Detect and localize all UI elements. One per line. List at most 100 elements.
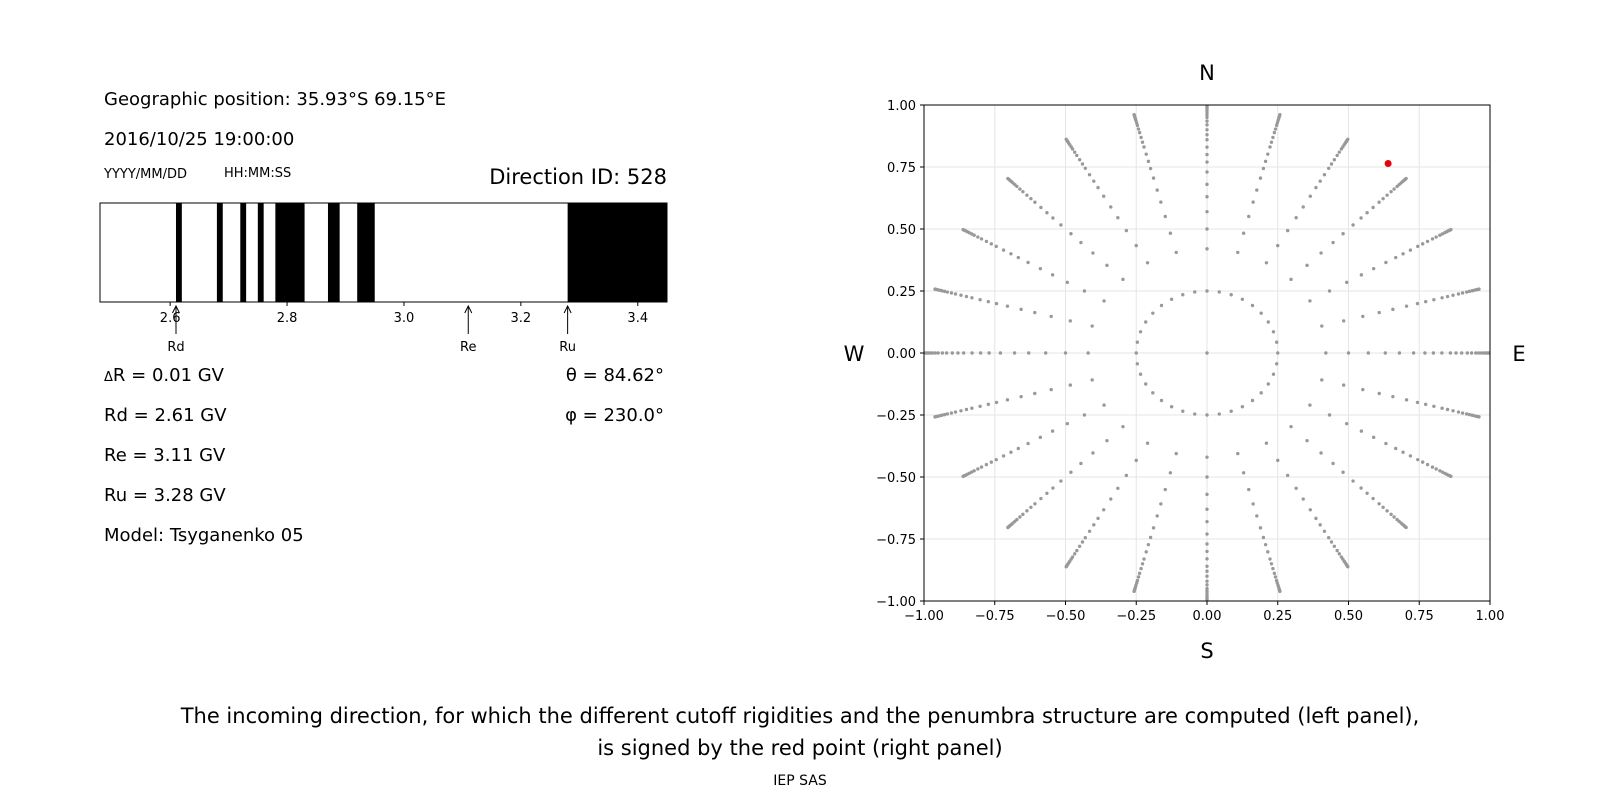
scatter-point	[1063, 351, 1068, 355]
scatter-point	[1039, 205, 1043, 210]
scatter-point	[1394, 446, 1398, 451]
scatter-point	[1289, 424, 1293, 429]
scatter-point	[1319, 251, 1323, 255]
scatter-point	[1255, 188, 1259, 192]
scatter-point	[1272, 130, 1277, 135]
scatter-point	[1005, 398, 1010, 402]
scatter-point	[1134, 458, 1138, 463]
scatter-point	[1344, 421, 1349, 426]
scatter-point	[1174, 250, 1178, 255]
scatter-point	[1278, 112, 1282, 117]
scatter-point	[1091, 451, 1095, 455]
delta-symbol: Δ	[104, 370, 113, 385]
scatter-point	[1308, 299, 1312, 303]
penumbra-chart: 2.6 2.8 3.0 3.2 3.4 Rd Re Ru	[99, 202, 668, 355]
scatter-point	[1454, 351, 1458, 355]
x-tick-label: −0.75	[975, 609, 1015, 624]
scatter-point	[1460, 351, 1464, 355]
x-tick-label: 0.75	[1405, 609, 1434, 624]
scatter-point	[1432, 298, 1436, 302]
scatter-point	[1205, 569, 1209, 573]
west-label: W	[844, 342, 865, 366]
scatter-point	[1440, 351, 1444, 355]
scatter-point	[978, 351, 983, 355]
scatter-point	[1217, 412, 1221, 416]
scatter-point	[1038, 435, 1043, 440]
scatter-point	[1079, 461, 1083, 466]
x-tick-label: 0.00	[1193, 609, 1222, 624]
date-format-label: YYYY/MM/DD	[103, 167, 187, 182]
scatter-point	[1394, 255, 1398, 260]
scatter-point	[1408, 248, 1413, 252]
scatter-point	[1006, 176, 1010, 181]
scatter-point	[1261, 535, 1266, 540]
marker-label-rd: Rd	[167, 340, 184, 355]
scatter-point	[1389, 512, 1393, 517]
x-tick-label: 3.2	[511, 311, 532, 326]
scatter-point	[986, 299, 991, 304]
scatter-point	[1145, 261, 1150, 265]
scatter-point	[1193, 412, 1197, 416]
scatter-point	[979, 237, 984, 241]
scatter-point	[1205, 133, 1209, 137]
scatter-point	[1261, 166, 1266, 171]
scatter-point	[1092, 523, 1096, 527]
scatter-point	[1273, 127, 1278, 131]
scatter-point	[1169, 404, 1174, 409]
scatter-point	[1018, 187, 1022, 191]
forbidden-band	[240, 203, 247, 302]
scatter-point	[1408, 454, 1413, 458]
scatter-point	[945, 290, 950, 294]
scatter-point	[1139, 135, 1143, 140]
scatter-point	[1381, 196, 1385, 201]
scatter-point	[984, 462, 989, 467]
scatter-point	[1259, 391, 1263, 395]
scatter-point	[1423, 299, 1428, 304]
scatter-point	[1434, 467, 1438, 471]
scatter-point	[1102, 508, 1106, 512]
scatter-point	[949, 411, 954, 415]
scatter-point	[1105, 438, 1109, 443]
scatter-point	[1102, 403, 1106, 407]
scatter-point	[1159, 502, 1163, 506]
model-label: Model: Tsyganenko 05	[104, 525, 304, 546]
scatter-point	[1420, 460, 1425, 464]
scatter-point	[1440, 296, 1444, 300]
scatter-point	[1331, 461, 1335, 466]
scatter-point	[1018, 515, 1022, 519]
theta-value: θ = 84.62°	[566, 365, 664, 386]
forbidden-band	[175, 203, 182, 302]
scatter-point	[970, 296, 974, 300]
scatter-point	[1294, 486, 1298, 491]
scatter-point	[1404, 398, 1409, 402]
scatter-point	[933, 287, 937, 291]
scatter-point	[1467, 412, 1472, 417]
marker-arrowhead	[172, 304, 180, 314]
scatter-point	[1135, 340, 1140, 344]
scatter-point	[1251, 200, 1255, 204]
scatter-point	[1359, 429, 1364, 433]
scatter-point	[940, 351, 945, 355]
scatter-point	[950, 351, 954, 355]
scatter-point	[1361, 387, 1365, 392]
scatter-point	[1168, 471, 1173, 475]
scatter-point	[1136, 575, 1141, 579]
scatter-point	[1359, 273, 1364, 277]
scatter-point	[1082, 413, 1087, 417]
scatter-point	[964, 407, 969, 412]
scatter-point	[1377, 200, 1381, 204]
scatter-point	[1096, 185, 1100, 190]
scatter-point	[1259, 311, 1263, 315]
scatter-point	[1274, 340, 1279, 344]
scatter-point	[1086, 351, 1090, 355]
scatter-point	[1193, 290, 1197, 294]
marker-label-ru: Ru	[559, 340, 576, 355]
scatter-point	[1448, 351, 1453, 355]
scatter-point	[1320, 378, 1324, 382]
scatter-point	[1477, 287, 1481, 291]
scatter-point	[933, 415, 937, 419]
scatter-point	[989, 242, 994, 246]
scatter-point	[1268, 557, 1272, 561]
scatter-point	[1144, 152, 1148, 156]
scatter-point	[1025, 193, 1029, 197]
